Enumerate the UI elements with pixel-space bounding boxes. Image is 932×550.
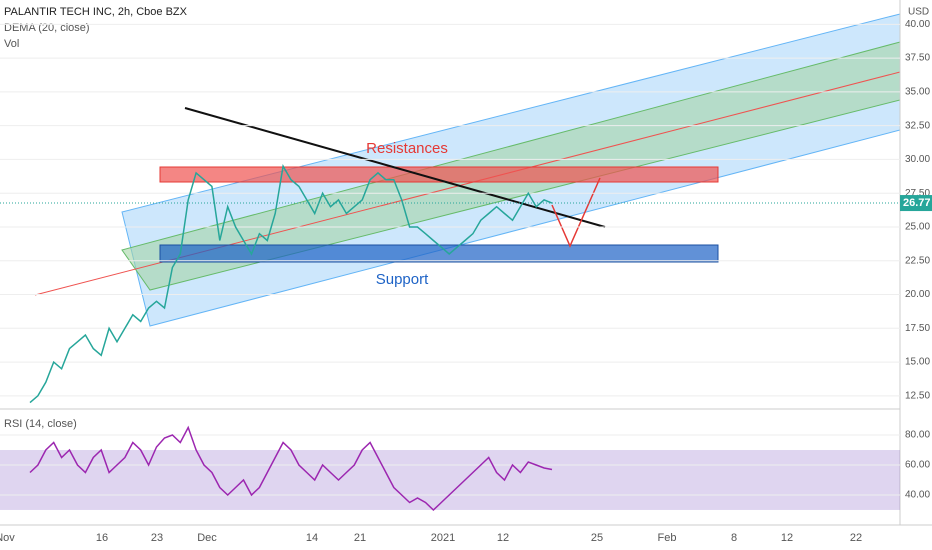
currency: USD: [908, 7, 929, 18]
y-tick-label: 40.00: [905, 490, 930, 501]
rsi-label: RSI (14, close): [4, 418, 77, 430]
y-tick-label: 25.00: [905, 222, 930, 233]
symbol-title: PALANTIR TECH INC, 2h, Cboe BZX: [4, 6, 188, 18]
rsi-band: [0, 450, 900, 510]
y-tick-label: 22.50: [905, 255, 930, 266]
support-zone: [159, 244, 719, 263]
x-tick-label: 2021: [431, 532, 455, 544]
support-label: Support: [376, 271, 429, 288]
x-tick-label: 12: [781, 532, 793, 544]
x-tick-label: 8: [731, 532, 737, 544]
y-tick-label: 80.00: [905, 430, 930, 441]
volume-label: Vol: [4, 38, 19, 50]
y-tick-label: 35.00: [905, 87, 930, 98]
y-tick-label: 27.50: [905, 188, 930, 199]
x-tick-label: Feb: [658, 532, 677, 544]
y-tick-label: 20.00: [905, 289, 930, 300]
price-line: [29, 164, 553, 404]
y-tick-label: 37.50: [905, 53, 930, 64]
resistance-label: Resistances: [366, 140, 448, 157]
resistance-zone: [159, 166, 719, 183]
y-tick-label: 32.50: [905, 120, 930, 131]
y-tick-label: 30.00: [905, 154, 930, 165]
x-tick-label: Dec: [197, 532, 217, 544]
x-tick-label: 12: [497, 532, 509, 544]
last-price-text: 26.77: [903, 197, 931, 209]
x-tick-label: 22: [850, 532, 862, 544]
y-tick-label: 15.00: [905, 357, 930, 368]
x-tick-label: 14: [306, 532, 318, 544]
x-tick-label: 25: [591, 532, 603, 544]
x-tick-label: 23: [151, 532, 163, 544]
indicator-label: DEMA (20, close): [4, 22, 90, 34]
y-tick-label: 40.00: [905, 19, 930, 30]
y-tick-label: 60.00: [905, 460, 930, 471]
y-tick-label: 17.50: [905, 323, 930, 334]
projection: [551, 177, 601, 248]
x-tick-label: Nov: [0, 532, 15, 544]
price-line: [29, 425, 553, 512]
last-price-tag: [900, 195, 932, 212]
x-tick-label: 21: [354, 532, 366, 544]
trend-line: [184, 107, 606, 228]
y-tick-label: 12.50: [905, 390, 930, 401]
x-tick-label: 16: [96, 532, 108, 544]
